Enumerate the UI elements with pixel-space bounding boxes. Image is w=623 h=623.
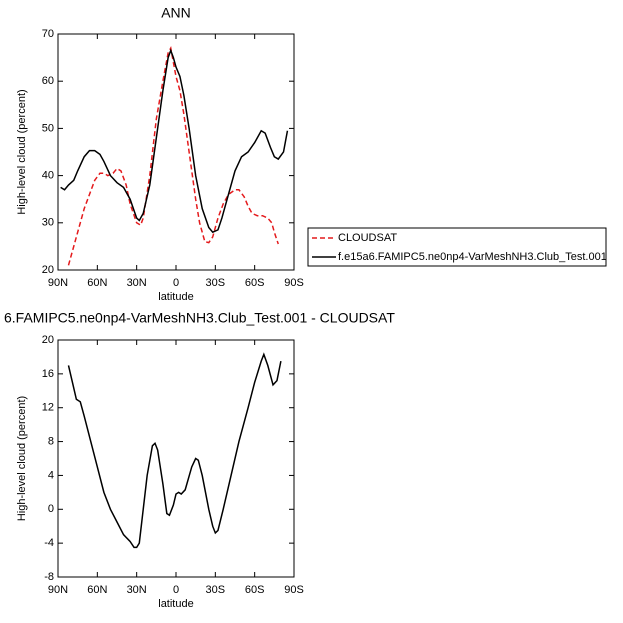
y-tick-label: 20 [42,334,54,346]
y-tick-label: 70 [42,28,54,40]
plot-frame [57,339,295,578]
chart-title: ANN [161,5,191,21]
data-line [67,352,282,549]
data-line [60,48,289,234]
plot-frame [57,33,295,271]
y-tick-label: 0 [48,503,54,515]
y-tick-label: 4 [48,469,54,481]
x-tick-label: 30S [206,277,226,289]
y-tick-label: 50 [42,122,54,134]
x-tick-label: 90N [48,277,68,289]
x-tick-label: 60N [87,584,107,596]
x-tick-label: 60N [87,277,107,289]
x-tick-label: 30S [206,584,226,596]
y-axis-label: High-level cloud (percent) [16,89,28,214]
y-tick-label: 30 [42,217,54,229]
x-tick-label: 90S [284,277,304,289]
y-tick-label: 8 [48,435,54,447]
y-tick-label: 12 [42,402,54,414]
y-axis-label: High-level cloud (percent) [16,396,28,521]
x-axis-label: latitude [158,291,193,303]
x-axis-label: latitude [158,598,193,610]
x-tick-label: 0 [173,277,179,289]
legend-box [307,227,607,267]
y-tick-label: 60 [42,75,54,87]
x-tick-label: 30N [127,277,147,289]
chart-title: 6.FAMIPC5.ne0np4-VarMeshNH3.Club_Test.00… [4,310,395,326]
x-tick-label: 0 [173,584,179,596]
y-tick-label: 16 [42,368,54,380]
x-tick-label: 90S [284,584,304,596]
y-tick-label: -4 [44,537,54,549]
y-tick-label: 20 [42,264,54,276]
x-tick-label: 30N [127,584,147,596]
y-tick-label: 40 [42,170,54,182]
y-tick-label: -8 [44,571,54,583]
x-tick-label: 90N [48,584,68,596]
legend-label: f.e15a6.FAMIPC5.ne0np4-VarMeshNH3.Club_T… [338,251,607,263]
legend-label: CLOUDSAT [338,232,397,244]
data-line [67,45,279,266]
x-tick-label: 60S [245,584,265,596]
x-tick-label: 60S [245,277,265,289]
